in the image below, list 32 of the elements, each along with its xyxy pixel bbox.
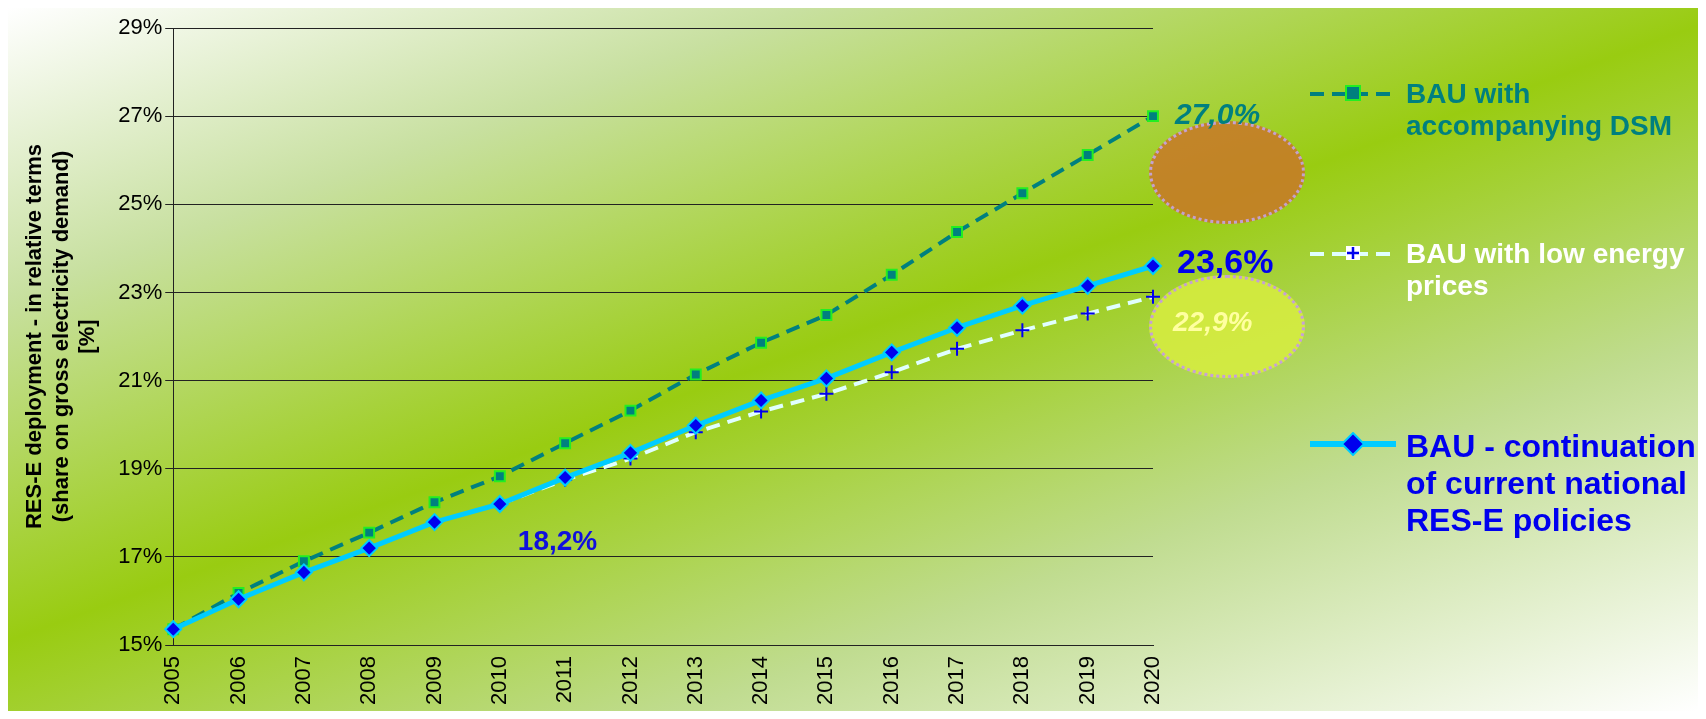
x-tick-label: 2016 bbox=[877, 656, 903, 706]
x-tick-label: 2006 bbox=[224, 656, 250, 706]
x-tick-label: 2010 bbox=[485, 656, 511, 706]
x-tick-label: 2018 bbox=[1008, 656, 1034, 706]
annotation: 18,2% bbox=[517, 524, 598, 556]
x-tick-label: 2013 bbox=[681, 656, 707, 706]
y-tick-label: 29% bbox=[118, 14, 163, 40]
x-tick-label: 2008 bbox=[355, 656, 381, 706]
x-tick-label: 2012 bbox=[616, 656, 642, 706]
y-tick-label: 15% bbox=[118, 631, 163, 657]
legend-label: BAU with low energy prices bbox=[1406, 238, 1686, 303]
x-tick-label: 2020 bbox=[1139, 656, 1165, 706]
x-tick-label: 2015 bbox=[812, 656, 838, 706]
y-tick-label: 25% bbox=[118, 190, 163, 216]
y-tick-label: 23% bbox=[118, 278, 163, 304]
x-tick-label: 2017 bbox=[943, 656, 969, 706]
y-axis-title: RES-E deployment - in relative terms (share on gross electricity demand) [%] bbox=[21, 143, 100, 530]
y-tick-label: 27% bbox=[118, 102, 163, 128]
y-tick-label: 17% bbox=[118, 542, 163, 568]
x-tick-label: 2007 bbox=[289, 656, 315, 706]
x-tick-label: 2014 bbox=[747, 656, 773, 706]
annotation: 27,0% bbox=[1174, 97, 1261, 131]
y-tick-label: 21% bbox=[118, 366, 163, 392]
x-tick-label: 2005 bbox=[159, 656, 185, 706]
legend-label: BAU - continuation of current national RES-E policies bbox=[1406, 428, 1697, 539]
y-tick-label: 19% bbox=[118, 454, 163, 480]
annotation: 22,9% bbox=[1172, 305, 1253, 337]
x-tick-label: 2009 bbox=[420, 656, 446, 706]
annotation: 23,6% bbox=[1177, 242, 1274, 281]
x-tick-label: 2019 bbox=[1073, 656, 1099, 706]
legend-label: BAU with accompanying DSM bbox=[1406, 78, 1674, 143]
x-tick-label: 2011 bbox=[551, 656, 577, 704]
